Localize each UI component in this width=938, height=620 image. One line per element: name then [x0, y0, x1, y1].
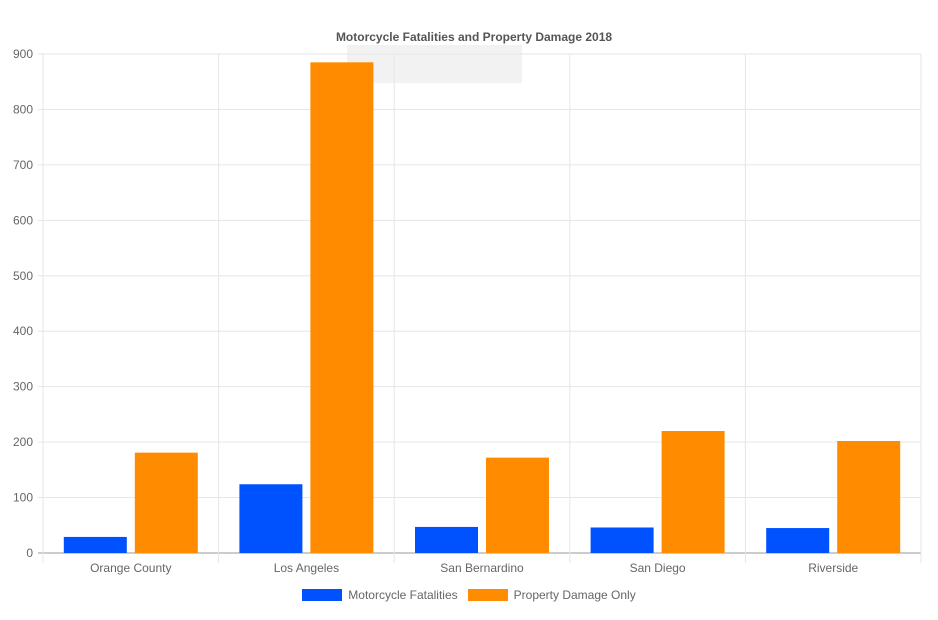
- legend-swatch-property-damage: [467, 589, 508, 601]
- y-tick-label: 500: [13, 269, 33, 283]
- x-tick-label: Riverside: [808, 561, 858, 575]
- x-tick-label: Los Angeles: [274, 561, 339, 575]
- legend: Motorcycle Fatalities Property Damage On…: [0, 588, 938, 602]
- bar-property-damage: [837, 441, 901, 553]
- bar-fatalities: [415, 526, 478, 553]
- y-tick-label: 600: [13, 213, 33, 227]
- bar-fatalities: [239, 484, 303, 553]
- bar-property-damage: [310, 62, 374, 554]
- x-tick-label: San Diego: [630, 561, 686, 575]
- y-tick-label: 800: [13, 102, 33, 116]
- y-tick-label: 700: [13, 158, 33, 172]
- legend-item-property-damage[interactable]: Property Damage Only: [467, 588, 636, 602]
- bar-fatalities: [766, 528, 830, 553]
- bar-property-damage: [661, 431, 725, 553]
- x-tick-label: San Bernardino: [440, 561, 524, 575]
- bar-fatalities: [590, 527, 654, 553]
- y-tick-label: 100: [13, 491, 33, 505]
- chart-title: Motorcycle Fatalities and Property Damag…: [336, 30, 612, 44]
- y-tick-label: 900: [13, 47, 33, 61]
- y-tick-label: 0: [26, 546, 33, 560]
- x-tick-label: Orange County: [90, 561, 171, 575]
- legend-item-fatalities[interactable]: Motorcycle Fatalities: [302, 588, 458, 602]
- y-tick-label: 400: [13, 324, 33, 338]
- bar-fatalities: [63, 536, 127, 553]
- bar-property-damage: [134, 452, 198, 553]
- legend-label: Property Damage Only: [513, 588, 636, 602]
- y-tick-label: 200: [13, 435, 33, 449]
- bar-property-damage: [486, 457, 549, 553]
- legend-swatch-fatalities: [302, 589, 343, 601]
- tooltip-remnant: [347, 45, 522, 83]
- y-tick-label: 300: [13, 380, 33, 394]
- legend-label: Motorcycle Fatalities: [348, 588, 458, 602]
